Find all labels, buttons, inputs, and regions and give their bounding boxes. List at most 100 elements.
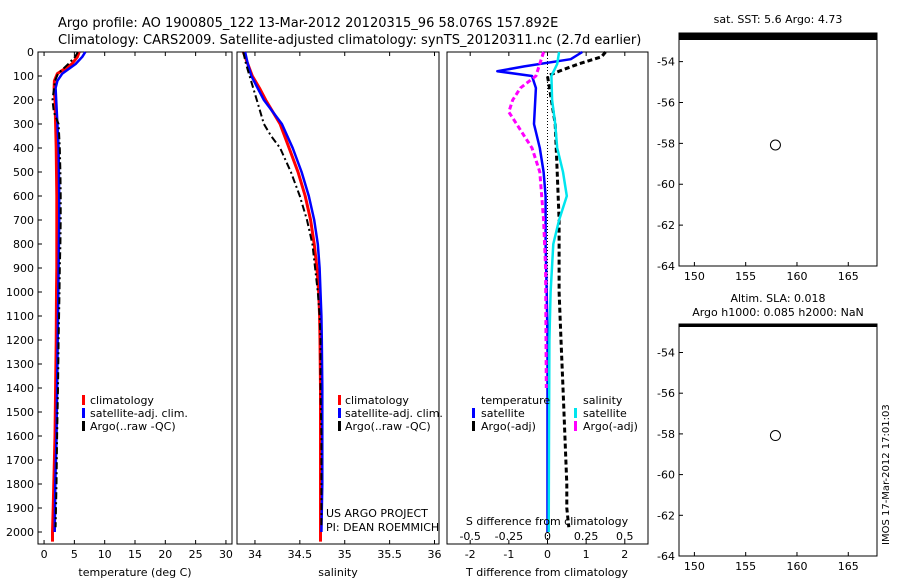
x-tick-label: 0 bbox=[41, 548, 48, 561]
map-cell bbox=[733, 39, 739, 40]
x-tick-label: 15 bbox=[128, 548, 142, 561]
x-tick-label: 34 bbox=[248, 548, 262, 561]
difference-panel: -2 -1 0 1 2 T difference from climatology S … bbox=[446, 50, 649, 579]
depth-tick-label: 200 bbox=[13, 94, 34, 107]
sla-map-title-2: Argo h1000: 0.085 h2000: NaN bbox=[692, 306, 864, 319]
depth-tick-label: 1200 bbox=[6, 334, 34, 347]
s-tick-label: -0.5 bbox=[459, 530, 480, 543]
map-cell bbox=[763, 33, 769, 39]
map-cell bbox=[811, 33, 817, 39]
series-argo-raw-qc bbox=[51, 51, 79, 528]
depth-tick-label: 1500 bbox=[6, 406, 34, 419]
map-cell bbox=[829, 39, 835, 40]
sst-map-title: sat. SST: 5.6 Argo: 4.73 bbox=[714, 13, 843, 26]
map-cell bbox=[745, 39, 751, 40]
depth-tick-label: 900 bbox=[13, 262, 34, 275]
map-cell bbox=[799, 39, 805, 40]
map-cell bbox=[715, 39, 721, 40]
depth-tick-label: 1900 bbox=[6, 502, 34, 515]
temperature-xlabel: temperature (deg C) bbox=[78, 566, 191, 579]
depth-tick-label: 2000 bbox=[6, 526, 34, 539]
map-cell bbox=[787, 33, 793, 39]
sla-field bbox=[679, 324, 877, 327]
map-cell bbox=[757, 324, 763, 327]
lat-tick-label: -56 bbox=[657, 96, 675, 109]
map-cell bbox=[751, 39, 757, 40]
map-cell bbox=[781, 33, 787, 39]
map-cell bbox=[697, 324, 703, 327]
map-cell bbox=[817, 324, 823, 327]
depth-tick-label: 1800 bbox=[6, 478, 34, 491]
map-cell bbox=[751, 324, 757, 327]
map-cell bbox=[829, 324, 835, 327]
map-cell bbox=[763, 324, 769, 327]
map-cell bbox=[715, 33, 721, 39]
depth-tick-label: 100 bbox=[13, 70, 34, 83]
legend-swatch-climatology bbox=[82, 395, 85, 405]
series-argo-raw-qc bbox=[242, 51, 323, 528]
lon-tick-label: 155 bbox=[735, 270, 756, 283]
legend-s-satellite: satellite bbox=[583, 407, 627, 420]
lon-tick-label: 150 bbox=[684, 270, 705, 283]
s-tick-label: 0 bbox=[544, 530, 551, 543]
s-tick-label: 0.25 bbox=[574, 530, 599, 543]
x-tick-label: -2 bbox=[465, 548, 476, 561]
imos-credit: IMOS 17-Mar-2012 17:01:03 bbox=[881, 404, 892, 545]
map-cell bbox=[847, 324, 853, 327]
depth-tick-label: 1700 bbox=[6, 454, 34, 467]
map-cell bbox=[739, 33, 745, 39]
legend-swatch-t-satellite bbox=[472, 408, 475, 418]
difference-series bbox=[496, 50, 607, 533]
temperature-legend-argo: Argo(..raw -QC) bbox=[90, 420, 176, 433]
lat-tick-label: -58 bbox=[657, 137, 675, 150]
s-difference-ticks: -0.5 -0.25 0 0.25 0.5 bbox=[459, 530, 633, 543]
x-tick-label: 10 bbox=[98, 548, 112, 561]
map-cell bbox=[685, 39, 691, 40]
map-cell bbox=[871, 324, 877, 327]
map-cell bbox=[823, 324, 829, 327]
map-cell bbox=[841, 39, 847, 40]
map-cell bbox=[781, 39, 787, 40]
depth-tick-label: 600 bbox=[13, 190, 34, 203]
map-cell bbox=[853, 33, 859, 39]
salinity-series bbox=[241, 51, 324, 542]
sla-map-title-1: Altim. SLA: 0.018 bbox=[730, 292, 825, 305]
lon-tick-label: 155 bbox=[735, 560, 756, 573]
map-cell bbox=[769, 324, 775, 327]
map-cell bbox=[835, 33, 841, 39]
s-difference-label: S difference from climatology bbox=[466, 515, 629, 528]
map-cell bbox=[841, 324, 847, 327]
map-cell bbox=[727, 33, 733, 39]
sst-map: sat. SST: 5.6 Argo: 4.73 -54 -56 -58 -60 -62… bbox=[657, 13, 878, 283]
sst-field bbox=[679, 33, 877, 40]
salinity-legend-satellite: satellite-adj. clim. bbox=[345, 407, 443, 420]
map-cell bbox=[703, 39, 709, 40]
map-cell bbox=[799, 33, 805, 39]
map-cell bbox=[781, 324, 787, 327]
map-cell bbox=[691, 324, 697, 327]
lat-tick-label: -62 bbox=[657, 219, 675, 232]
legend-temperature-title: temperature bbox=[481, 394, 550, 407]
sla-map-axes: -54 -56 -58 -60 -62 -64 150 155 160 165 bbox=[657, 346, 859, 573]
x-tick-label: 36 bbox=[428, 548, 442, 561]
map-cell bbox=[799, 324, 805, 327]
map-cell bbox=[697, 39, 703, 40]
legend-swatch-t-argo bbox=[472, 421, 475, 431]
lat-tick-label: -56 bbox=[657, 387, 675, 400]
map-cell bbox=[805, 39, 811, 40]
legend-s-argo: Argo(-adj) bbox=[583, 420, 638, 433]
sla-map: Altim. SLA: 0.018 Argo h1000: 0.085 h200… bbox=[657, 292, 878, 573]
depth-tick-label: 1400 bbox=[6, 382, 34, 395]
x-tick-label: 30 bbox=[219, 548, 233, 561]
depth-tick-label: 800 bbox=[13, 238, 34, 251]
map-cell bbox=[859, 33, 865, 39]
map-cell bbox=[751, 33, 757, 39]
x-tick-label: 5 bbox=[71, 548, 78, 561]
map-cell bbox=[745, 324, 751, 327]
depth-tick-label: 0 bbox=[27, 46, 34, 59]
legend-t-satellite: satellite bbox=[481, 407, 525, 420]
series-temperature-satellite bbox=[496, 50, 583, 532]
map-cell bbox=[703, 33, 709, 39]
map-cell bbox=[703, 324, 709, 327]
